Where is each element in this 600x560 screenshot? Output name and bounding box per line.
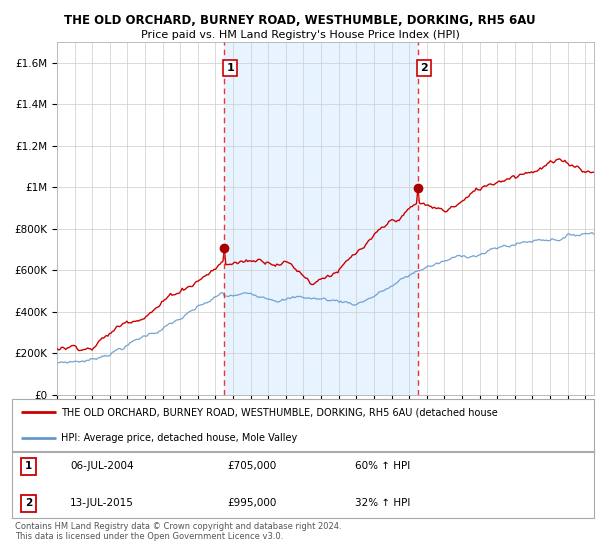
- Text: 1: 1: [226, 63, 234, 73]
- Text: 2: 2: [420, 63, 428, 73]
- Text: 13-JUL-2015: 13-JUL-2015: [70, 498, 134, 508]
- Text: 06-JUL-2004: 06-JUL-2004: [70, 461, 134, 472]
- Text: £995,000: £995,000: [227, 498, 277, 508]
- Text: THE OLD ORCHARD, BURNEY ROAD, WESTHUMBLE, DORKING, RH5 6AU (detached house: THE OLD ORCHARD, BURNEY ROAD, WESTHUMBLE…: [61, 407, 498, 417]
- Text: 2: 2: [25, 498, 32, 508]
- Text: 1: 1: [25, 461, 32, 472]
- Bar: [224, 42, 418, 395]
- Text: £705,000: £705,000: [227, 461, 277, 472]
- Text: THE OLD ORCHARD, BURNEY ROAD, WESTHUMBLE, DORKING, RH5 6AU: THE OLD ORCHARD, BURNEY ROAD, WESTHUMBLE…: [64, 14, 536, 27]
- Text: Contains HM Land Registry data © Crown copyright and database right 2024.
This d: Contains HM Land Registry data © Crown c…: [15, 522, 341, 542]
- Text: Price paid vs. HM Land Registry's House Price Index (HPI): Price paid vs. HM Land Registry's House …: [140, 30, 460, 40]
- Text: HPI: Average price, detached house, Mole Valley: HPI: Average price, detached house, Mole…: [61, 433, 298, 443]
- Text: 32% ↑ HPI: 32% ↑ HPI: [355, 498, 411, 508]
- Text: 60% ↑ HPI: 60% ↑ HPI: [355, 461, 410, 472]
